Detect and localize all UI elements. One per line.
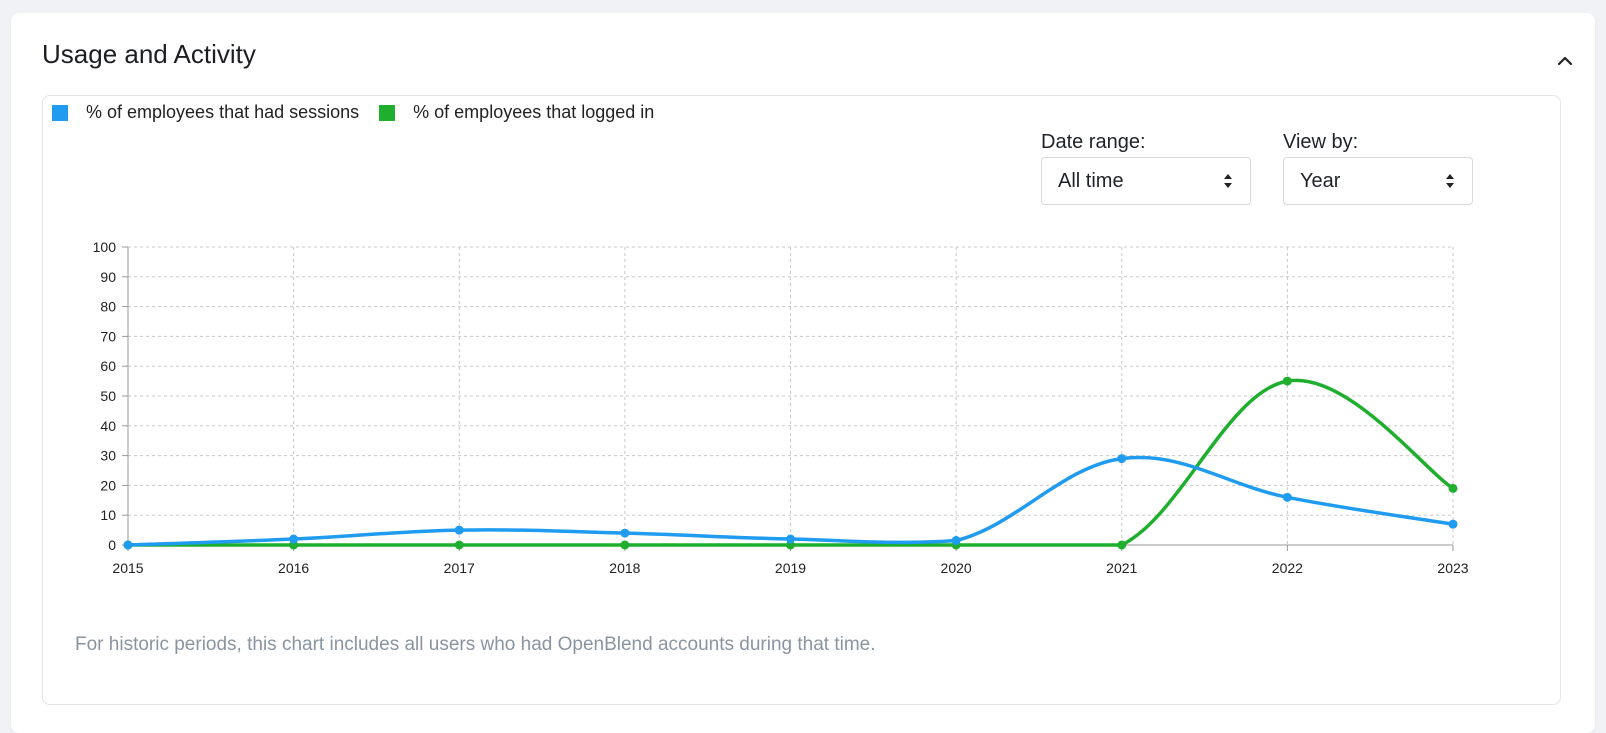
data-point-sessions	[454, 525, 464, 535]
select-arrows-icon	[1224, 174, 1232, 188]
x-tick-label: 2022	[1272, 560, 1303, 576]
date-range-label: Date range:	[1041, 131, 1146, 153]
x-tick-label: 2015	[112, 560, 143, 576]
data-point-sessions	[786, 534, 795, 544]
x-tick-label: 2019	[775, 560, 806, 576]
view-by-select[interactable]: Year	[1283, 157, 1473, 205]
data-point-logged-in	[454, 540, 464, 550]
data-point-sessions	[620, 528, 630, 538]
x-tick-label: 2017	[444, 560, 475, 576]
y-tick-label: 80	[100, 299, 116, 315]
legend-swatch-logged-in	[379, 104, 396, 121]
series-line-sessions	[127, 455, 1454, 547]
y-tick-label: 100	[93, 239, 117, 255]
data-point-sessions	[123, 540, 133, 550]
x-tick-label: 2020	[941, 560, 972, 576]
select-arrows-icon	[1446, 174, 1454, 188]
data-point-logged-in	[620, 540, 630, 550]
legend-swatch-sessions	[52, 104, 68, 121]
y-tick-label: 20	[100, 477, 116, 493]
data-point-sessions	[1117, 454, 1127, 464]
y-tick-label: 90	[100, 269, 116, 285]
chevron-up-icon	[1557, 56, 1573, 66]
x-tick-label: 2018	[609, 560, 640, 576]
series-line-logged-in	[127, 378, 1454, 547]
x-tick-label: 2023	[1437, 560, 1468, 576]
legend-item-sessions[interactable]: % of employees that had sessions	[52, 102, 359, 123]
usage-activity-card: Usage and Activity	[11, 13, 1595, 733]
card-title: Usage and Activity	[42, 39, 256, 69]
data-point-sessions	[951, 536, 961, 546]
collapse-button[interactable]	[1553, 49, 1577, 73]
view-by-label: View by:	[1283, 131, 1359, 153]
date-range-select[interactable]: All time	[1041, 157, 1251, 205]
y-tick-label: 50	[100, 388, 116, 404]
view-by-value: Year	[1300, 169, 1341, 192]
chart-legend: % of employees that had sessions % of em…	[52, 102, 674, 123]
y-tick-label: 70	[100, 328, 116, 344]
y-tick-label: 30	[100, 448, 116, 464]
data-point-logged-in	[1282, 376, 1292, 386]
legend-label-sessions: % of employees that had sessions	[86, 102, 360, 122]
data-point-sessions	[289, 534, 299, 544]
y-tick-label: 40	[100, 418, 116, 434]
y-tick-label: 60	[100, 358, 116, 374]
data-point-sessions	[1448, 519, 1458, 529]
x-tick-label: 2021	[1106, 560, 1137, 576]
y-tick-label: 10	[100, 507, 116, 523]
date-range-value: All time	[1058, 169, 1124, 192]
legend-label-logged-in: % of employees that logged in	[413, 102, 655, 122]
data-point-logged-in	[1117, 540, 1127, 550]
chart-footnote: For historic periods, this chart include…	[75, 634, 876, 655]
y-tick-label: 0	[108, 537, 116, 553]
x-tick-label: 2016	[278, 560, 309, 576]
data-point-logged-in	[1448, 483, 1458, 493]
data-point-sessions	[1282, 492, 1292, 502]
legend-item-logged-in[interactable]: % of employees that logged in	[379, 102, 654, 123]
